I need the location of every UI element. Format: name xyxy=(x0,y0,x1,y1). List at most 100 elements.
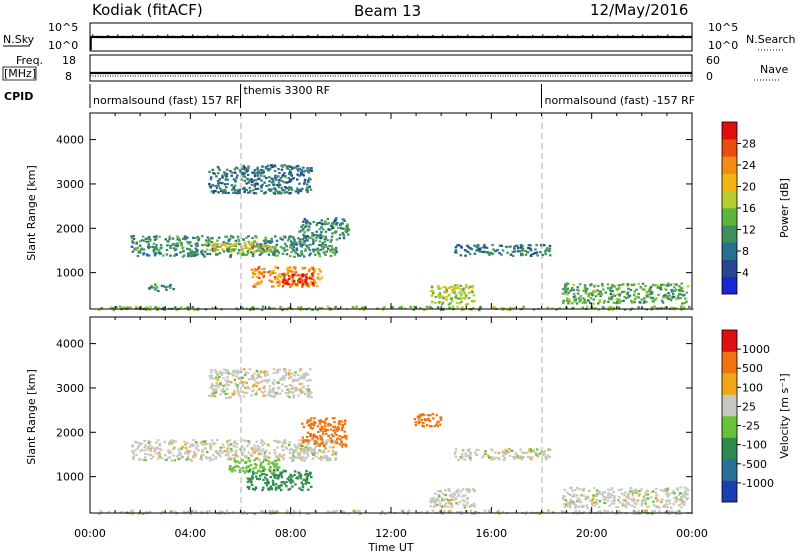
velocity-cell xyxy=(302,478,305,481)
power-cell xyxy=(285,245,288,248)
power-cell xyxy=(203,255,206,258)
velocity-cell xyxy=(519,455,523,458)
velocity-cell xyxy=(514,452,517,455)
velocity-cell xyxy=(164,454,167,457)
power-cell xyxy=(238,188,242,191)
power-cell xyxy=(326,239,329,242)
power-cell xyxy=(311,308,314,311)
velocity-cell xyxy=(313,417,316,420)
velocity-cell xyxy=(541,454,545,457)
power-cell xyxy=(586,287,589,290)
power-cell xyxy=(331,247,334,250)
velocity-cell xyxy=(294,386,297,389)
power-cell xyxy=(240,306,244,309)
velocity-cell xyxy=(251,487,255,491)
velocity-cell xyxy=(136,447,139,450)
velocity-cell xyxy=(326,439,329,442)
nsearch-point xyxy=(632,35,634,37)
velocity-cell xyxy=(273,439,276,443)
velocity-cell xyxy=(313,442,316,445)
power-cell xyxy=(223,183,227,186)
power-cell xyxy=(303,236,306,239)
power-cell xyxy=(521,247,525,250)
velocity-cell xyxy=(425,424,429,427)
power-cell xyxy=(280,186,284,189)
velocity-cell xyxy=(582,510,586,513)
velocity-cell xyxy=(449,502,453,505)
velocity-cell xyxy=(469,458,472,461)
nave-tick-low: 0 xyxy=(706,70,713,83)
velocity-cell xyxy=(316,452,319,455)
velocity-cell xyxy=(295,387,299,390)
power-cell xyxy=(432,292,435,295)
velocity-cell xyxy=(304,393,307,396)
power-cell xyxy=(263,267,266,270)
power-cell xyxy=(680,290,684,293)
velocity-ytick-label: 3000 xyxy=(56,382,84,395)
power-cell xyxy=(290,284,294,287)
velocity-cell xyxy=(131,445,135,448)
power-cell xyxy=(209,248,212,252)
power-cell xyxy=(318,228,321,231)
velocity-cell xyxy=(339,438,342,441)
power-cell xyxy=(675,307,678,310)
power-cell xyxy=(274,266,277,269)
power-cell xyxy=(662,294,666,297)
velocity-cell xyxy=(275,510,279,513)
power-cell xyxy=(277,192,280,195)
velocity-cell xyxy=(306,453,310,456)
power-cell xyxy=(260,189,263,192)
power-cell xyxy=(174,248,178,251)
velocity-cell xyxy=(654,491,658,494)
power-cell xyxy=(302,233,305,236)
velocity-cell xyxy=(424,419,427,422)
velocity-cell xyxy=(313,452,316,455)
velocity-colorbar-step xyxy=(722,437,737,460)
power-cell xyxy=(544,253,547,256)
velocity-cell xyxy=(283,440,286,443)
velocity-cell xyxy=(642,509,645,512)
power-cell xyxy=(526,251,529,254)
velocity-cell xyxy=(612,502,616,505)
velocity-cell xyxy=(248,387,251,390)
velocity-cell xyxy=(224,454,228,457)
velocity-cell xyxy=(608,504,611,507)
velocity-cell xyxy=(147,442,151,445)
power-cell xyxy=(312,240,315,243)
power-cell xyxy=(166,285,170,288)
nsearch-point xyxy=(607,35,609,37)
power-cell xyxy=(230,248,233,251)
velocity-cell xyxy=(304,473,307,476)
power-cell xyxy=(234,244,237,247)
velocity-cell xyxy=(318,449,321,452)
velocity-cell xyxy=(300,481,303,484)
power-cell xyxy=(451,285,454,288)
power-cell xyxy=(597,302,600,305)
velocity-cell xyxy=(330,433,334,436)
nsky-panel: N.Sky 10^5 10^0 10^5 10^0 N.Search xyxy=(3,21,796,52)
velocity-cell xyxy=(259,381,263,384)
power-cell xyxy=(162,285,166,288)
power-cell xyxy=(276,175,280,178)
nsearch-point xyxy=(577,36,579,39)
power-cell xyxy=(363,306,366,309)
velocity-cell xyxy=(188,458,191,461)
freq-tick-high: 18 xyxy=(62,54,76,67)
velocity-cell xyxy=(144,459,147,462)
velocity-cell xyxy=(306,431,310,434)
nsearch-point xyxy=(562,36,564,38)
nsearch-point xyxy=(517,34,519,36)
velocity-cell xyxy=(216,378,219,381)
power-cell xyxy=(291,270,295,273)
power-cell xyxy=(597,284,600,287)
velocity-cell xyxy=(655,494,659,497)
power-cell xyxy=(288,306,292,309)
power-cell xyxy=(461,297,465,300)
power-cell xyxy=(160,284,164,287)
velocity-cell xyxy=(289,474,292,477)
velocity-cell xyxy=(568,506,572,509)
velocity-cell xyxy=(618,501,622,504)
power-cell xyxy=(459,288,463,291)
velocity-cell xyxy=(255,370,259,373)
velocity-cell xyxy=(253,444,256,447)
